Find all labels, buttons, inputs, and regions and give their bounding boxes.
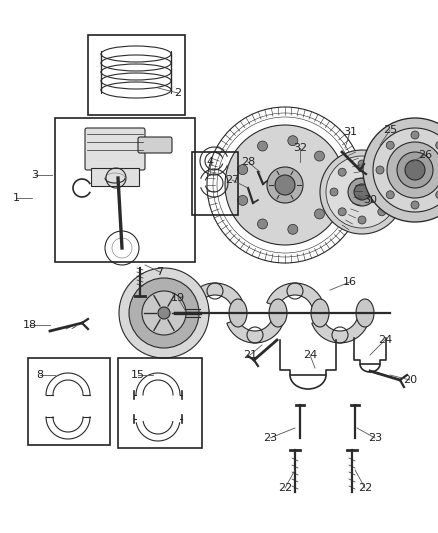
Circle shape [358, 160, 366, 168]
FancyBboxPatch shape [138, 137, 172, 153]
Circle shape [238, 165, 248, 175]
Circle shape [354, 184, 370, 200]
Circle shape [376, 166, 384, 174]
Ellipse shape [356, 299, 374, 327]
Bar [55, 118, 195, 262]
Ellipse shape [269, 299, 287, 327]
Circle shape [363, 118, 438, 222]
Circle shape [275, 175, 295, 195]
Circle shape [258, 219, 268, 229]
Bar [192, 152, 238, 215]
Text: 19: 19 [171, 293, 185, 303]
Circle shape [358, 216, 366, 224]
Circle shape [225, 125, 345, 245]
Text: 28: 28 [241, 157, 255, 167]
Circle shape [386, 141, 394, 149]
Circle shape [436, 191, 438, 199]
Circle shape [288, 136, 298, 146]
Circle shape [314, 209, 325, 219]
Circle shape [373, 128, 438, 212]
Text: 23: 23 [263, 433, 277, 443]
FancyBboxPatch shape [85, 128, 145, 170]
Ellipse shape [191, 299, 209, 327]
Text: 23: 23 [368, 433, 382, 443]
Text: 2: 2 [174, 88, 182, 98]
Circle shape [338, 208, 346, 216]
Circle shape [326, 156, 398, 228]
Circle shape [411, 131, 419, 139]
Bar [88, 35, 185, 115]
Circle shape [378, 168, 386, 176]
Text: 27: 27 [225, 175, 239, 185]
Text: 30: 30 [363, 195, 377, 205]
Text: 16: 16 [343, 277, 357, 287]
Text: 24: 24 [378, 335, 392, 345]
Text: 1: 1 [13, 193, 20, 203]
Text: 24: 24 [303, 350, 317, 360]
Text: 21: 21 [243, 350, 257, 360]
Text: 32: 32 [293, 143, 307, 153]
Wedge shape [187, 283, 243, 307]
Bar [118, 358, 202, 448]
Text: 22: 22 [278, 483, 292, 493]
Text: 20: 20 [403, 375, 417, 385]
Circle shape [258, 141, 268, 151]
Wedge shape [267, 283, 323, 307]
Circle shape [378, 208, 386, 216]
Wedge shape [227, 319, 283, 343]
Text: 7: 7 [156, 267, 163, 277]
Text: 15: 15 [131, 370, 145, 380]
Circle shape [267, 167, 303, 203]
Ellipse shape [311, 299, 329, 327]
Circle shape [238, 196, 248, 205]
Circle shape [129, 278, 199, 348]
Text: 4: 4 [206, 157, 214, 167]
Text: 25: 25 [383, 125, 397, 135]
Text: 3: 3 [32, 170, 39, 180]
Circle shape [314, 151, 325, 161]
Circle shape [405, 160, 425, 180]
Circle shape [142, 291, 186, 335]
Wedge shape [312, 319, 368, 343]
Text: 26: 26 [418, 150, 432, 160]
Circle shape [387, 142, 438, 198]
Circle shape [288, 224, 298, 235]
Circle shape [158, 307, 170, 319]
Circle shape [386, 191, 394, 199]
Circle shape [386, 188, 394, 196]
Circle shape [338, 168, 346, 176]
Text: 8: 8 [36, 370, 43, 380]
Circle shape [397, 152, 433, 188]
Circle shape [330, 188, 338, 196]
Circle shape [436, 141, 438, 149]
Ellipse shape [229, 299, 247, 327]
Circle shape [119, 268, 209, 358]
Circle shape [325, 180, 335, 190]
Bar [91, 168, 139, 186]
Bar [28, 358, 110, 445]
Text: 22: 22 [358, 483, 372, 493]
Circle shape [320, 150, 404, 234]
Circle shape [411, 201, 419, 209]
Circle shape [348, 178, 376, 206]
Text: 18: 18 [23, 320, 37, 330]
Text: 31: 31 [343, 127, 357, 137]
